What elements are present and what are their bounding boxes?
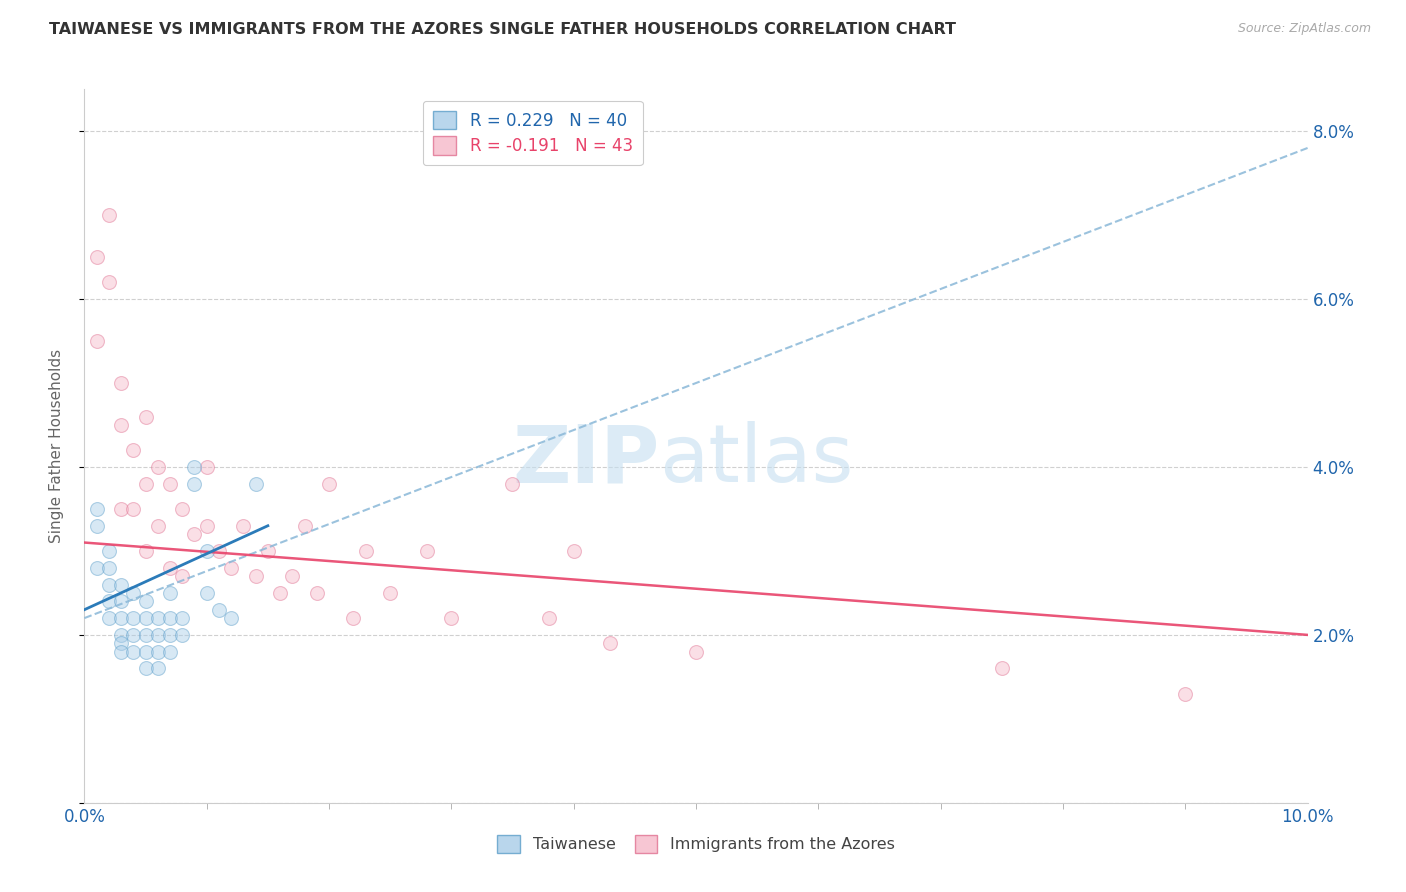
Text: TAIWANESE VS IMMIGRANTS FROM THE AZORES SINGLE FATHER HOUSEHOLDS CORRELATION CHA: TAIWANESE VS IMMIGRANTS FROM THE AZORES … (49, 22, 956, 37)
Point (342, 611, 364, 625)
Point (183, 476, 205, 491)
Point (294, 518, 316, 533)
Point (146, 460, 169, 475)
Legend: Taiwanese, Immigrants from the Azores: Taiwanese, Immigrants from the Azores (491, 829, 901, 859)
Point (219, 611, 242, 625)
Y-axis label: Single Father Households: Single Father Households (49, 349, 63, 543)
Point (685, 645, 707, 659)
Point (416, 544, 439, 558)
Text: atlas: atlas (659, 421, 853, 500)
Point (146, 611, 169, 625)
Point (159, 560, 181, 574)
Point (502, 476, 524, 491)
Point (219, 560, 242, 574)
Point (135, 628, 157, 642)
Point (97, 275, 120, 289)
Point (172, 502, 194, 516)
Point (86, 518, 108, 533)
Point (97, 208, 120, 222)
Point (110, 502, 132, 516)
Point (110, 376, 132, 390)
Point (172, 611, 194, 625)
Point (110, 611, 132, 625)
Point (183, 527, 205, 541)
Point (97, 577, 120, 591)
Point (991, 661, 1014, 675)
Point (146, 645, 169, 659)
Point (110, 636, 132, 650)
Point (122, 586, 145, 600)
Point (135, 645, 157, 659)
Point (599, 636, 621, 650)
Point (135, 544, 157, 558)
Point (86, 334, 108, 348)
Point (159, 586, 181, 600)
Point (110, 417, 132, 432)
Point (380, 586, 402, 600)
Point (195, 460, 218, 475)
Point (159, 611, 181, 625)
Point (97, 594, 120, 608)
Point (122, 443, 145, 458)
Point (245, 476, 267, 491)
Point (245, 569, 267, 583)
Point (440, 611, 463, 625)
Point (135, 661, 157, 675)
Point (159, 476, 181, 491)
Point (135, 476, 157, 491)
Point (86, 560, 108, 574)
Point (122, 628, 145, 642)
Point (97, 544, 120, 558)
Point (281, 569, 304, 583)
Point (195, 544, 218, 558)
Point (305, 586, 328, 600)
Point (269, 586, 291, 600)
Point (208, 544, 231, 558)
Point (135, 611, 157, 625)
Point (195, 586, 218, 600)
Point (538, 611, 561, 625)
Text: Source: ZipAtlas.com: Source: ZipAtlas.com (1237, 22, 1371, 36)
Point (172, 569, 194, 583)
Point (122, 611, 145, 625)
Point (86, 502, 108, 516)
Text: ZIP: ZIP (512, 421, 659, 500)
Point (172, 628, 194, 642)
Point (183, 460, 205, 475)
Point (232, 518, 254, 533)
Point (86, 250, 108, 264)
Point (110, 628, 132, 642)
Point (318, 476, 340, 491)
Point (159, 628, 181, 642)
Point (146, 661, 169, 675)
Point (257, 544, 280, 558)
Point (110, 594, 132, 608)
Point (159, 645, 181, 659)
Point (146, 628, 169, 642)
Point (97, 611, 120, 625)
Point (122, 645, 145, 659)
Point (110, 645, 132, 659)
Point (135, 594, 157, 608)
Point (135, 409, 157, 424)
Point (208, 603, 231, 617)
Point (562, 544, 585, 558)
Point (354, 544, 377, 558)
Point (1174, 687, 1197, 701)
Point (110, 577, 132, 591)
Point (122, 502, 145, 516)
Point (195, 518, 218, 533)
Point (146, 518, 169, 533)
Point (97, 560, 120, 574)
